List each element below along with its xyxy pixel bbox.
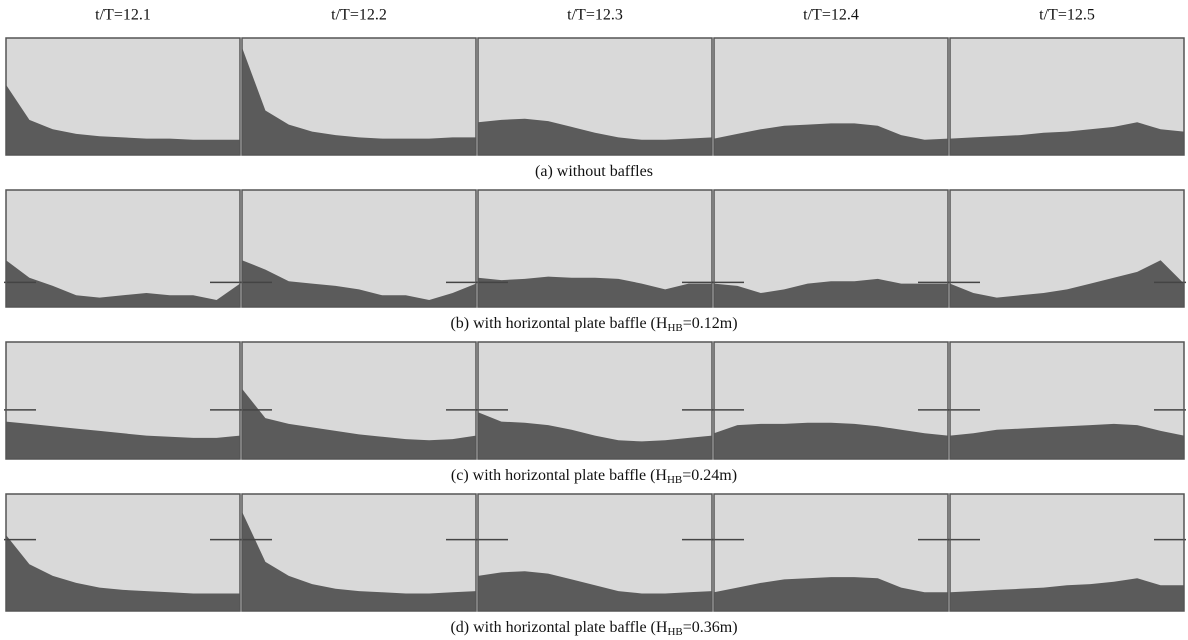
caption-subscript: HB xyxy=(667,474,682,486)
tank-border xyxy=(477,341,713,460)
fluid xyxy=(714,123,948,155)
fluid xyxy=(714,278,948,307)
column-header: t/T=12.1 xyxy=(95,7,151,24)
tank-border xyxy=(241,37,477,156)
fluid xyxy=(950,423,1184,459)
tank-border xyxy=(477,37,713,156)
fluid xyxy=(478,276,712,307)
tank-border xyxy=(477,189,713,308)
tank-border xyxy=(949,37,1185,156)
tank-border xyxy=(241,341,477,460)
fluid xyxy=(478,412,712,459)
fluid xyxy=(950,578,1184,611)
tank-border xyxy=(5,341,241,460)
fluid xyxy=(242,260,476,307)
tank-border xyxy=(713,493,949,612)
fluid xyxy=(478,571,712,611)
tank-border xyxy=(241,189,477,308)
caption-subscript: HB xyxy=(667,626,682,638)
tank-border xyxy=(949,341,1185,460)
fluid xyxy=(950,122,1184,155)
tank-border xyxy=(477,493,713,612)
fluid xyxy=(242,388,476,459)
tank-border xyxy=(949,493,1185,612)
tank-border xyxy=(5,493,241,612)
fluid xyxy=(6,260,240,307)
tank-border xyxy=(949,189,1185,308)
tank-border xyxy=(713,341,949,460)
fluid xyxy=(6,421,240,459)
caption-text: (d) with horizontal plate baffle (H xyxy=(450,619,667,636)
caption-text: =0.36m) xyxy=(683,619,738,636)
fluid xyxy=(242,47,476,155)
column-header: t/T=12.5 xyxy=(1039,7,1095,24)
tank-border xyxy=(713,37,949,156)
caption-text: (b) with horizontal plate baffle (H xyxy=(450,315,667,332)
caption-text: (c) with horizontal plate baffle (H xyxy=(451,467,668,484)
tank-border xyxy=(5,189,241,308)
fluid xyxy=(950,260,1184,307)
tank-border xyxy=(241,493,477,612)
column-header: t/T=12.4 xyxy=(803,7,859,24)
caption-text: =0.12m) xyxy=(683,315,738,332)
fluid xyxy=(478,118,712,155)
tank-border xyxy=(5,37,241,156)
fluid xyxy=(242,511,476,611)
fluid xyxy=(6,535,240,611)
caption-subscript: HB xyxy=(667,322,682,334)
tank-border xyxy=(713,189,949,308)
caption-text: =0.24m) xyxy=(682,467,737,484)
row-caption: (a) without baffles xyxy=(535,163,653,180)
caption-text: (a) without baffles xyxy=(535,163,653,180)
fluid xyxy=(714,422,948,459)
fluid xyxy=(714,577,948,611)
row-caption: (c) with horizontal plate baffle (HHB=0.… xyxy=(451,467,737,486)
column-header: t/T=12.3 xyxy=(567,7,623,24)
row-caption: (b) with horizontal plate baffle (HHB=0.… xyxy=(450,315,737,334)
row-caption: (d) with horizontal plate baffle (HHB=0.… xyxy=(450,619,737,638)
column-header: t/T=12.2 xyxy=(331,7,387,24)
fluid xyxy=(6,84,240,155)
